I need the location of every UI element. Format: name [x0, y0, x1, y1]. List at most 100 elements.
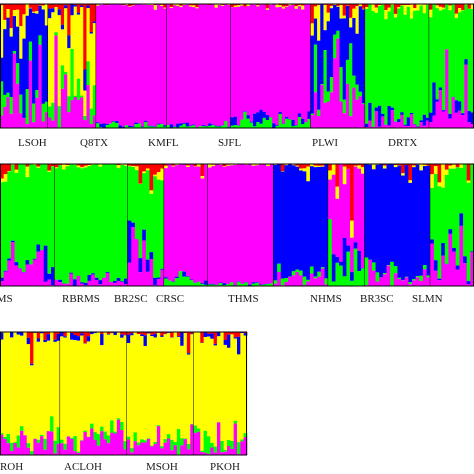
population-partial-7 [429, 4, 474, 128]
ancestry-segment [123, 165, 129, 279]
ancestry-segment [166, 4, 171, 126]
ancestry-segment [29, 164, 34, 265]
ancestry-segment [335, 186, 340, 199]
ancestry-segment [69, 164, 74, 273]
ancestry-segment [36, 338, 41, 342]
ancestry-segment [251, 165, 256, 283]
ancestry-segment [309, 266, 314, 274]
ancestry-segment [295, 165, 300, 167]
ancestry-segment [430, 174, 435, 188]
ancestry-segment [131, 166, 136, 167]
ancestry-segment [140, 442, 144, 455]
ancestry-segment [108, 4, 113, 124]
ancestry-segment [160, 168, 165, 181]
ancestry-segment [30, 363, 34, 366]
ancestry-segment [210, 442, 215, 448]
ancestry-segment [41, 103, 46, 122]
ancestry-segment [142, 164, 147, 172]
ancestry-segment [25, 15, 30, 90]
ancestry-segment [346, 164, 351, 169]
ancestry-segment [100, 426, 104, 432]
ancestry-segment [454, 100, 459, 113]
ancestry-segment [317, 165, 322, 167]
ancestry-segment [226, 347, 231, 441]
ancestry-segment [441, 255, 446, 286]
ancestry-segment [408, 284, 413, 286]
ancestry-segment [297, 6, 302, 114]
ancestry-segment [50, 431, 54, 455]
ancestry-segment [61, 169, 67, 284]
ancestry-segment [6, 443, 11, 455]
ancestry-segment [33, 332, 38, 439]
ancestry-segment [284, 165, 289, 279]
ancestry-segment [335, 198, 340, 257]
ancestry-segment [76, 14, 81, 79]
ancestry-segment [353, 164, 358, 166]
ancestry-segment [470, 4, 474, 9]
ancestry-segment [36, 251, 41, 286]
ancestry-segment [216, 332, 221, 337]
ancestry-segment [0, 4, 4, 6]
ancestry-segment [149, 194, 154, 253]
ancestry-segment [54, 279, 59, 286]
ancestry-segment [213, 452, 218, 455]
ancestry-segment [408, 282, 413, 285]
ancestry-segment [53, 453, 58, 455]
ancestry-segment [98, 164, 103, 167]
ancestry-segment [360, 164, 366, 168]
ancestry-segment [307, 118, 312, 128]
ancestry-segment [173, 445, 178, 455]
ancestry-segment [80, 332, 84, 334]
ancestry-segment [140, 126, 145, 128]
ancestry-segment [240, 441, 245, 455]
ancestry-segment [377, 4, 382, 6]
ancestry-segment [164, 165, 169, 169]
ancestry-segment [188, 6, 193, 126]
ancestry-segment [200, 283, 205, 285]
ancestry-segment [146, 332, 151, 334]
ancestry-segment [360, 173, 366, 269]
ancestry-segment [298, 164, 304, 169]
ancestry-segment [310, 35, 315, 114]
ancestry-segment [415, 277, 420, 286]
ancestry-segment [131, 4, 135, 6]
ancestry-segment [131, 164, 136, 167]
ancestry-segment [433, 173, 438, 261]
ancestry-segment [94, 279, 99, 286]
ancestry-segment [361, 104, 366, 128]
ancestry-segment [180, 345, 184, 439]
ancestry-segment [230, 449, 235, 455]
ancestry-segment [400, 4, 404, 6]
ancestry-segment [291, 4, 296, 120]
ancestry-segment [466, 284, 471, 286]
ancestry-segment [38, 35, 43, 45]
ancestry-segment [147, 4, 151, 5]
ancestry-segment [352, 87, 356, 128]
ancestry-segment [43, 332, 48, 340]
ancestry-segment [342, 276, 347, 286]
ancestry-segment [422, 114, 427, 126]
ancestry-segment [89, 124, 94, 128]
ancestry-segment [220, 5, 225, 126]
ancestry-segment [6, 97, 11, 128]
ancestry-segment [467, 8, 472, 112]
ancestry-segment [253, 126, 257, 128]
ancestry-segment [342, 113, 347, 128]
ancestry-segment [192, 7, 196, 125]
ancestry-segment [102, 277, 107, 286]
ancestry-segment [387, 7, 392, 12]
ancestry-segment [86, 5, 91, 9]
ancestry-segment [237, 5, 241, 7]
ancestry-segment [256, 112, 260, 123]
ancestry-segment [390, 5, 395, 108]
ancestry-segment [409, 113, 414, 115]
ancestry-segment [306, 279, 311, 282]
ancestry-segment [438, 10, 443, 88]
ancestry-segment [331, 281, 336, 286]
ancestry-segment [226, 165, 231, 285]
ancestry-segment [32, 259, 37, 286]
ancestry-segment [176, 429, 181, 455]
ancestry-segment [47, 172, 52, 274]
ancestry-segment [313, 167, 318, 277]
population-label: THMS [228, 293, 259, 305]
